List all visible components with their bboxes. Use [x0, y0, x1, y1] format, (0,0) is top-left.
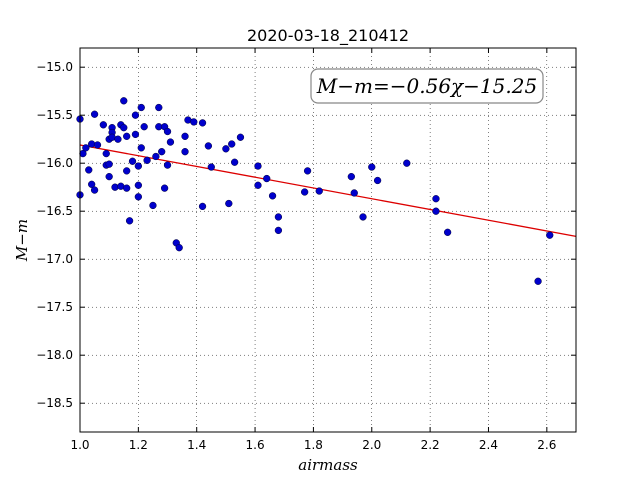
data-point: [131, 111, 140, 119]
data-point: [90, 186, 99, 194]
data-point: [82, 144, 90, 152]
y-tick-label: −15.5: [36, 108, 73, 122]
y-tick-label: −17.5: [36, 300, 73, 314]
data-point: [181, 148, 189, 156]
data-point: [534, 277, 542, 285]
data-point: [152, 152, 160, 161]
data-point: [403, 159, 411, 167]
data-point: [190, 118, 198, 126]
fit-line: [79, 144, 577, 237]
y-tick-label: −17.0: [36, 252, 73, 266]
data-point: [123, 184, 131, 192]
y-tick-label: −18.0: [36, 348, 73, 362]
data-point: [432, 195, 440, 203]
data-point: [134, 162, 143, 170]
data-point: [198, 202, 207, 211]
data-point: [236, 133, 245, 141]
data-point: [137, 103, 145, 112]
data-point: [443, 228, 452, 236]
x-tick-label: 2.2: [421, 438, 440, 452]
data-point: [315, 187, 323, 195]
data-point: [93, 141, 102, 149]
data-point: [274, 226, 283, 235]
y-tick-label: −16.5: [36, 204, 73, 218]
data-point: [274, 213, 283, 221]
x-tick-label: 1.2: [129, 438, 148, 452]
data-point: [102, 149, 110, 158]
x-tick-label: 1.4: [187, 438, 206, 452]
data-point: [155, 103, 163, 112]
data-point: [134, 181, 143, 189]
fit-equation-box: [310, 68, 544, 104]
data-point: [225, 199, 233, 208]
data-point: [163, 127, 172, 136]
data-point: [268, 192, 277, 200]
data-point: [347, 172, 355, 181]
data-points: [76, 97, 554, 285]
data-point: [120, 97, 128, 105]
y-tick-label: −18.5: [36, 396, 73, 410]
data-point: [207, 163, 215, 171]
data-point: [166, 138, 175, 146]
fit-equation-text: M−m=−0.56χ−15.25: [316, 74, 537, 98]
data-point: [222, 145, 230, 153]
data-point: [301, 188, 309, 196]
data-point: [432, 207, 440, 215]
data-point: [254, 181, 262, 189]
data-point: [303, 167, 312, 175]
data-point: [204, 142, 213, 150]
data-point: [140, 123, 148, 131]
plot-frame: [79, 47, 577, 433]
data-point: [120, 124, 128, 132]
axis-ticks: 1.0 1.2 1.4 1.6 1.8 2.0 2.2 2.4 2.6 −15.0 −15.5 −16…: [36, 48, 576, 452]
y-axis-label: M−m: [13, 219, 31, 262]
data-point: [149, 201, 157, 210]
data-point: [88, 180, 96, 188]
data-point: [105, 160, 113, 168]
x-tick-label: 1.0: [70, 438, 89, 452]
data-point: [175, 244, 183, 252]
data-point: [131, 130, 140, 139]
x-tick-label: 1.6: [246, 438, 265, 452]
data-point: [359, 213, 367, 221]
data-point: [143, 156, 151, 164]
grid-lines: [79, 48, 576, 432]
data-point: [85, 166, 93, 174]
x-tick-label: 2.0: [362, 438, 381, 452]
data-point: [134, 193, 143, 201]
data-point: [228, 140, 236, 148]
y-tick-label: −16.0: [36, 156, 73, 170]
x-tick-label: 1.8: [304, 438, 323, 452]
data-point: [163, 161, 172, 169]
data-point: [114, 135, 122, 143]
x-tick-label: 2.6: [537, 438, 556, 452]
x-axis-label: airmass: [298, 456, 358, 474]
data-point: [181, 132, 189, 140]
data-point: [105, 172, 113, 181]
data-point: [128, 157, 137, 165]
data-point: [125, 217, 134, 225]
data-point: [373, 176, 382, 185]
plot-area: [80, 48, 576, 432]
data-point: [137, 144, 145, 152]
data-point: [90, 110, 99, 118]
data-point: [160, 184, 169, 192]
x-tick-label: 2.4: [479, 438, 498, 452]
chart-title: 2020-03-18_210412: [247, 26, 409, 46]
data-point: [198, 119, 207, 127]
data-point: [254, 162, 262, 170]
data-point: [368, 163, 376, 171]
y-tick-label: −15.0: [36, 60, 73, 74]
data-point: [99, 121, 107, 129]
data-point: [230, 158, 239, 166]
data-point: [263, 174, 271, 183]
data-point: [350, 189, 358, 197]
data-point: [158, 148, 166, 156]
data-point: [123, 132, 131, 140]
data-point: [546, 231, 554, 239]
data-point: [123, 167, 131, 175]
